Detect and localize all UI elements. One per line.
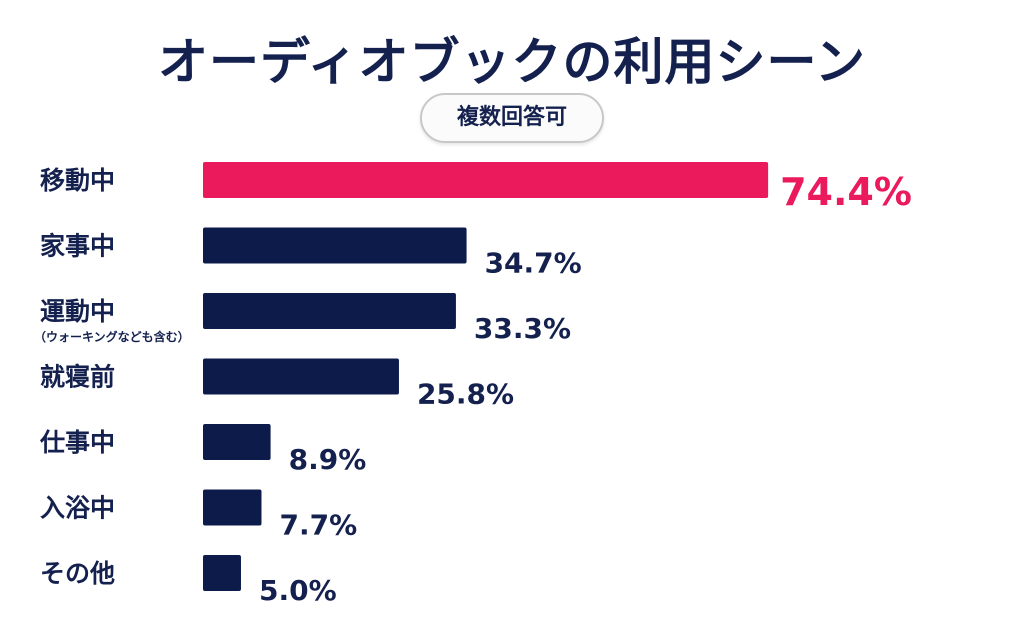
bar [203, 424, 271, 460]
value-label: 33.3% [474, 312, 571, 345]
multiple-answers-badge: 複数回答可 [420, 93, 604, 143]
bar [203, 162, 769, 198]
value-label: 5.0% [259, 574, 337, 607]
category-label: その他 [40, 559, 115, 588]
bar [203, 293, 456, 329]
bar [203, 489, 262, 526]
category-label: 入浴中 [40, 494, 115, 523]
category-label: 移動中 [40, 166, 115, 195]
value-label: 74.4% [780, 170, 912, 214]
category-label: 家事中 [40, 232, 115, 261]
chart-title: オーディオブックの利用シーン [158, 33, 866, 91]
value-label: 7.7% [279, 509, 357, 542]
category-note: （ウォーキングなども含む） [34, 329, 190, 344]
bar [203, 555, 241, 591]
bar [203, 358, 399, 395]
category-label: 仕事中 [39, 428, 115, 457]
value-label: 34.7% [485, 247, 582, 280]
value-label: 8.9% [289, 443, 367, 476]
category-label: 就寝前 [40, 363, 115, 392]
value-label: 25.8% [417, 378, 514, 411]
bar [203, 227, 467, 264]
category-label: 運動中 [40, 297, 115, 326]
